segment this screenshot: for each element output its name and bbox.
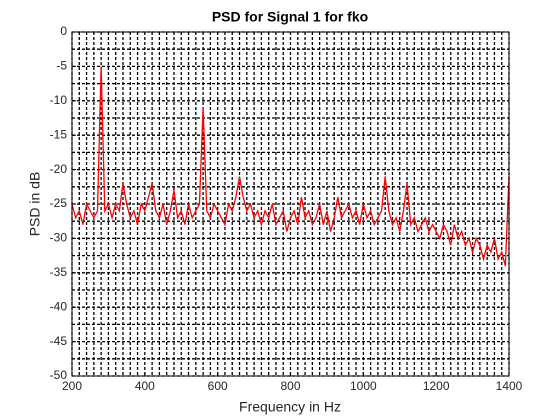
x-tick-label: 200: [62, 379, 82, 393]
y-tick-label: -45: [50, 334, 68, 348]
y-tick-label: 0: [60, 24, 67, 38]
y-tick-label: -10: [50, 93, 68, 107]
psd-line: [71, 66, 510, 267]
chart-title: PSD for Signal 1 for fko: [212, 9, 368, 25]
x-tick-label: 800: [280, 379, 300, 393]
y-axis-label: PSD in dB: [27, 172, 43, 237]
x-tick-label: 1000: [350, 379, 377, 393]
y-tick-label: -5: [56, 59, 67, 73]
x-tick-label: 400: [135, 379, 155, 393]
y-tick-label: -20: [50, 162, 68, 176]
axes-box: [71, 31, 510, 377]
y-tick-label: -35: [50, 265, 68, 279]
x-tick-label: 1200: [423, 379, 450, 393]
y-tick-label: -15: [50, 127, 68, 141]
y-tick-label: -40: [50, 299, 68, 313]
y-tick-label: -30: [50, 231, 68, 245]
x-axis-label: Frequency in Hz: [239, 399, 341, 415]
y-tick-label: -50: [50, 368, 68, 382]
x-tick-label: 1400: [496, 379, 523, 393]
y-tick-label: -25: [50, 196, 68, 210]
x-tick-label: 600: [208, 379, 228, 393]
